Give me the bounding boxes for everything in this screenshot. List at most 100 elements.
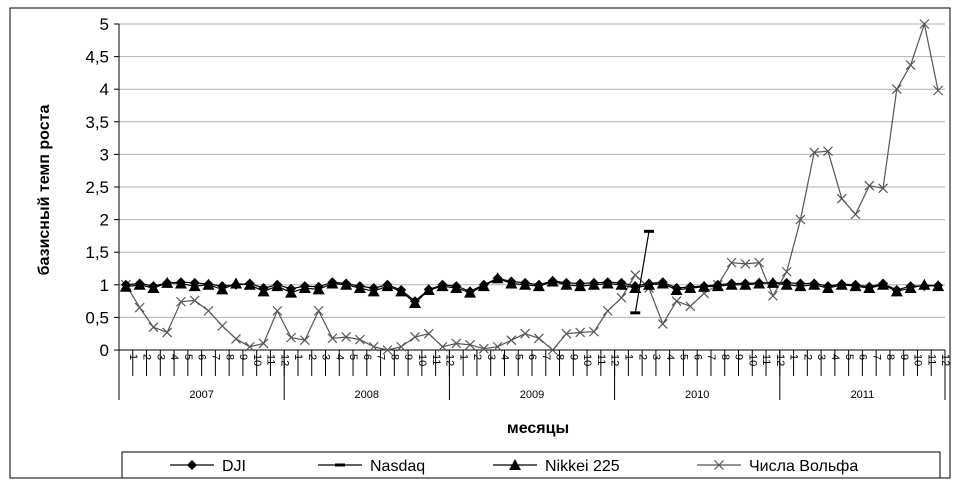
data-point-dji	[919, 281, 930, 292]
x-marker-stroke	[589, 326, 599, 337]
data-point-dji	[341, 278, 352, 289]
data-point-dji	[630, 281, 641, 292]
data-point-wolf	[451, 338, 462, 349]
data-point-nasdaq	[630, 311, 641, 315]
data-point-wolf	[423, 328, 434, 339]
legend-marker	[187, 460, 197, 470]
grid-layer	[119, 23, 945, 318]
x-marker-stroke	[767, 290, 778, 301]
data-point-wolf	[850, 209, 861, 220]
data-point-wolf	[533, 333, 544, 344]
data-point-dji	[795, 278, 806, 289]
data-point-wolf	[382, 345, 393, 355]
data-point-dji	[423, 284, 434, 295]
data-point-dji	[327, 277, 338, 288]
data-point-dji	[712, 279, 723, 290]
data-point-dji	[878, 278, 889, 289]
year-label: 2007	[189, 389, 213, 401]
data-point-wolf	[162, 327, 173, 338]
x-marker-stroke	[437, 341, 448, 352]
data-point-wolf	[878, 183, 888, 194]
data-point-wolf	[919, 19, 930, 29]
x-marker-stroke	[616, 292, 627, 303]
x-marker-stroke	[354, 334, 365, 345]
legend-entry-nasdaq: Nasdaq	[318, 458, 425, 475]
data-point-dji	[671, 283, 682, 294]
data-point-wolf	[823, 146, 833, 157]
x-marker-stroke	[272, 305, 283, 316]
x-marker-stroke	[396, 341, 407, 352]
x-marker-stroke	[740, 259, 751, 269]
data-point-dji	[120, 279, 131, 290]
data-point-wolf	[520, 328, 531, 339]
data-point-wolf	[836, 193, 847, 204]
y-tick-label: 1	[100, 276, 109, 295]
data-point-wolf	[492, 341, 503, 352]
data-point-wolf	[891, 84, 902, 95]
data-point-wolf	[616, 292, 627, 303]
x-marker-stroke	[410, 332, 420, 342]
data-point-dji	[588, 277, 599, 288]
legend-entry-nikkei: Nikkei 225	[493, 458, 620, 475]
axis-layer: 00,511,522,533,544,551234567891011122007…	[85, 15, 951, 401]
x-marker-stroke	[231, 333, 241, 344]
data-point-wolf	[754, 257, 765, 268]
data-point-wolf	[313, 305, 324, 316]
y-tick-label: 4,5	[85, 48, 109, 67]
data-point-wolf	[726, 257, 737, 268]
data-point-wolf	[905, 60, 916, 71]
year-label: 2011	[851, 389, 875, 401]
x-marker-stroke	[465, 339, 475, 350]
x-marker-stroke	[423, 328, 434, 339]
x-marker-stroke	[919, 19, 930, 29]
data-point-wolf	[767, 290, 778, 301]
data-point-wolf	[589, 326, 599, 337]
y-tick-label: 2,5	[85, 178, 109, 197]
y-axis-label: базисный темп роста	[36, 105, 53, 276]
x-marker-stroke	[726, 257, 737, 268]
data-point-wolf	[217, 320, 228, 331]
data-point-dji	[602, 277, 613, 288]
x-marker-stroke	[176, 296, 186, 307]
x-marker-stroke	[878, 183, 888, 194]
data-point-dji	[520, 277, 531, 288]
data-point-wolf	[286, 332, 297, 343]
data-point-dji	[657, 277, 668, 288]
data-point-dji	[836, 279, 847, 290]
data-point-dji	[905, 281, 916, 292]
data-point-dji	[272, 279, 283, 290]
data-point-dji	[231, 279, 242, 290]
data-point-dji	[437, 279, 448, 290]
data-point-wolf	[561, 328, 572, 339]
data-point-wolf	[671, 296, 682, 307]
x-marker-stroke	[299, 335, 310, 346]
data-point-dji	[148, 281, 159, 292]
data-point-wolf	[465, 339, 475, 350]
data-point-dji	[478, 279, 489, 290]
data-point-wolf	[148, 322, 159, 333]
data-point-wolf	[602, 305, 613, 316]
data-point-dji	[506, 276, 517, 287]
data-point-dji	[175, 277, 186, 288]
x-marker-stroke	[714, 460, 724, 470]
x-marker-stroke	[451, 338, 462, 349]
data-point-wolf	[341, 332, 352, 342]
x-marker-stroke	[850, 209, 861, 220]
legend-marker	[335, 463, 345, 467]
x-marker-stroke	[520, 328, 531, 339]
x-marker-stroke	[533, 333, 544, 344]
x-marker-stroke	[630, 270, 641, 280]
x-marker-stroke	[547, 345, 558, 355]
data-point-dji	[547, 275, 558, 286]
data-point-wolf	[203, 305, 214, 316]
legend-entry-dji: DJI	[170, 458, 246, 475]
legend-label: DJI	[222, 458, 246, 475]
data-point-dji	[409, 296, 420, 307]
data-point-dji	[809, 278, 820, 289]
data-point-dji	[313, 281, 324, 292]
data-point-wolf	[795, 214, 806, 225]
data-point-dji	[368, 283, 379, 294]
data-point-dji	[767, 277, 778, 288]
y-tick-label: 3,5	[85, 113, 109, 132]
x-marker-stroke	[217, 320, 228, 331]
